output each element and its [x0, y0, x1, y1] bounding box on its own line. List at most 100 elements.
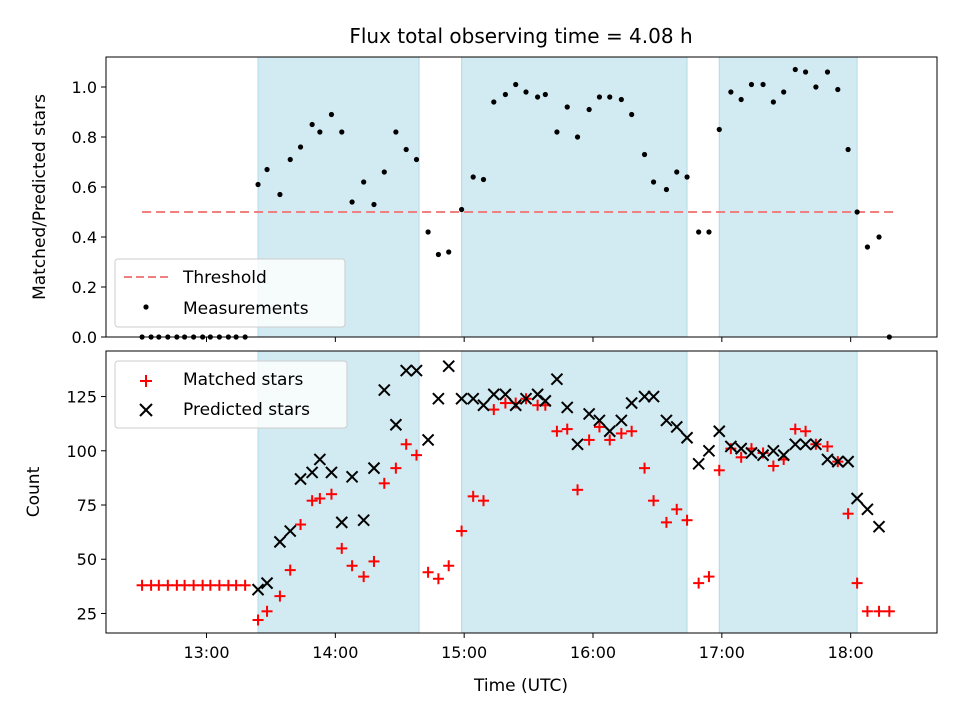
matched-point-27 [400, 438, 412, 450]
matched-point-31 [443, 560, 455, 572]
measurement-point-39 [535, 94, 541, 100]
predicted-point-47 [756, 448, 770, 462]
predicted-point-45 [734, 442, 748, 455]
predicted-point-42 [702, 444, 716, 457]
predicted-point-35 [625, 396, 638, 410]
predicted-point-3 [284, 524, 297, 538]
bottom-shade-3 [718, 350, 858, 634]
predicted-point-34 [615, 414, 628, 427]
measurement-point-51 [663, 186, 670, 193]
top-axes-frame [105, 56, 938, 338]
measurement-point-18 [309, 121, 315, 128]
matched-point-50 [648, 495, 660, 507]
measurement-point-69 [854, 209, 860, 215]
top-shade-2 [461, 56, 688, 338]
measurement-point-60 [760, 81, 766, 88]
measurement-point-27 [403, 146, 409, 153]
matched-point-71 [873, 605, 885, 617]
matched-point-51 [660, 516, 672, 528]
bottom-legend-box [114, 360, 348, 429]
matched-point-23 [358, 571, 370, 583]
bottom-y-tick-label-25: 25 [77, 604, 97, 623]
matched-point-19 [314, 493, 326, 505]
predicted-point-9 [345, 470, 359, 484]
matched-point-52 [671, 503, 683, 515]
predicted-point-30 [571, 438, 584, 451]
predicted-point-57 [861, 503, 874, 516]
matched-point-12 [239, 579, 251, 591]
predicted-point-40 [680, 431, 694, 444]
measurement-point-41 [554, 129, 560, 135]
predicted-point-17 [432, 392, 445, 405]
measurement-point-42 [564, 104, 570, 110]
predicted-point-41 [692, 457, 705, 471]
matched-point-30 [432, 573, 444, 585]
measurement-point-65 [813, 84, 819, 90]
matched-point-72 [883, 605, 895, 617]
matched-point-22 [346, 560, 358, 572]
matched-point-55 [703, 571, 715, 583]
matched-point-60 [757, 447, 769, 459]
measurement-point-20 [328, 111, 335, 118]
predicted-point-4 [294, 472, 307, 486]
measurement-point-29 [425, 229, 431, 235]
matched-point-69 [851, 577, 863, 589]
x-axis-label: Time (UTC) [473, 676, 568, 696]
predicted-legend-swatch [139, 403, 153, 417]
predicted-legend-label: Predicted stars [183, 400, 310, 420]
predicted-point-27 [539, 394, 552, 408]
predicted-point-50 [789, 438, 802, 451]
measurement-point-70 [864, 244, 871, 250]
bottom-y-tick-label-125: 125 [66, 388, 97, 407]
bottom-axes-frame [105, 350, 938, 634]
count-points [136, 359, 895, 626]
measurement-point-61 [770, 99, 776, 105]
top-legend: Threshold Measurements [114, 258, 346, 328]
bottom-legend: Matched stars Predicted stars [114, 360, 348, 429]
top-panel: 0.0 0.2 0.4 0.6 0.8 1.0 Matched/Predicted sta… [30, 56, 938, 347]
predicted-point-1 [260, 576, 274, 590]
matched-point-16 [284, 564, 296, 576]
measurement-point-66 [824, 69, 831, 75]
matched-point-24 [368, 555, 380, 567]
measurement-point-38 [523, 89, 529, 95]
matched-point-34 [477, 495, 489, 507]
predicted-point-16 [421, 433, 435, 447]
predicted-point-2 [273, 535, 287, 549]
top-y-tick-label-1.0: 1.0 [72, 78, 97, 97]
measurement-point-25 [381, 169, 387, 175]
x-tick-label-14:00: 14:00 [312, 643, 358, 662]
top-y-ticks: 0.0 0.2 0.4 0.6 0.8 1.0 [72, 78, 106, 347]
x-tick-label-16:00: 16:00 [570, 643, 616, 662]
measurement-point-19 [317, 129, 323, 135]
measurement-point-63 [792, 66, 798, 73]
measurement-point-17 [297, 144, 304, 150]
predicted-point-48 [767, 444, 780, 457]
matched-point-54 [693, 577, 705, 589]
measurement-point-15 [277, 191, 283, 198]
x-tick-label-13:00: 13:00 [183, 643, 229, 662]
measurement-point-33 [470, 174, 476, 180]
matched-point-37 [510, 397, 522, 409]
bottom-panel: 25 50 75 100 125 13:00 14:00 15:00 16:00 17:00 18… [24, 350, 938, 696]
measurement-point-44 [586, 106, 592, 113]
top-shaded-intervals [257, 56, 858, 338]
predicted-point-21 [477, 399, 490, 412]
top-y-axis-label: Matched/Predicted stars [30, 94, 50, 300]
predicted-point-18 [442, 359, 455, 373]
measurement-point-22 [349, 199, 355, 205]
matched-point-57 [725, 443, 737, 455]
measurements-legend-swatch [143, 304, 149, 310]
measurement-point-34 [480, 176, 487, 183]
matched-point-15 [274, 590, 286, 602]
measurement-point-50 [650, 179, 657, 185]
measurement-point-53 [684, 174, 690, 180]
measurement-points [139, 66, 892, 340]
matched-point-56 [713, 464, 725, 476]
predicted-point-5 [305, 466, 319, 479]
matched-point-13 [252, 614, 264, 626]
bottom-x-ticks: 13:00 14:00 15:00 16:00 17:00 18:00 [183, 633, 874, 662]
matched-point-61 [767, 460, 779, 472]
bottom-y-tick-label-100: 100 [66, 442, 97, 461]
top-y-tick-label-0.2: 0.2 [72, 278, 97, 297]
